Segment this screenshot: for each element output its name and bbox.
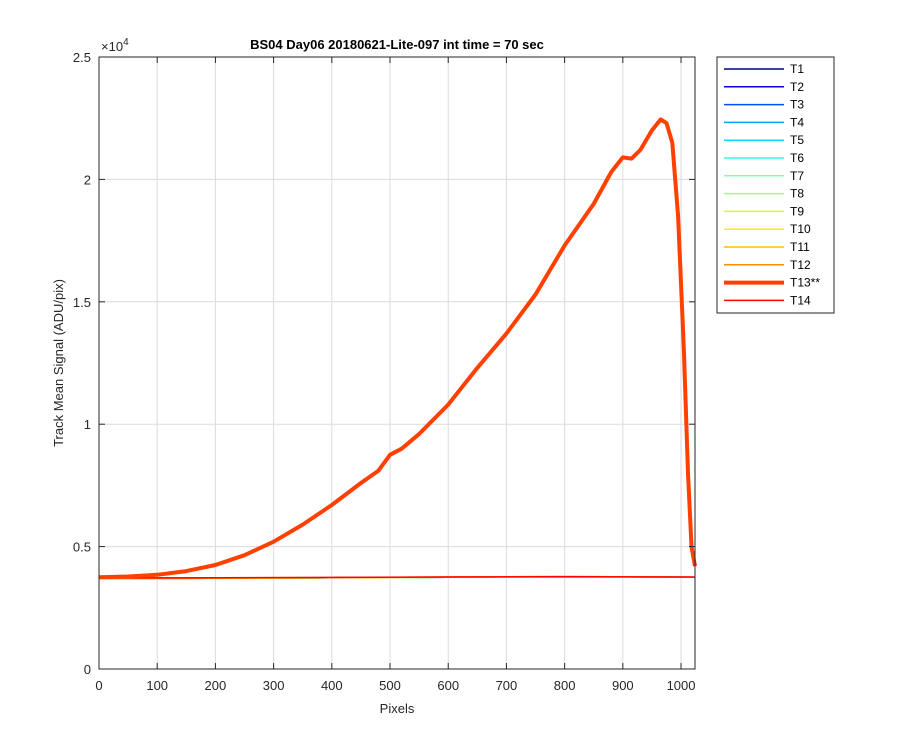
legend-label: T3 [790,98,804,112]
x-tick-label: 100 [146,678,168,693]
y-tick-label: 1 [84,417,91,432]
x-tick-label: 400 [321,678,343,693]
x-tick-label: 800 [554,678,576,693]
y-exponent-label: ×104 [101,37,129,54]
legend-label: T2 [790,80,804,94]
x-tick-label: 600 [437,678,459,693]
series-line-t14 [98,575,696,579]
legend-label: T11 [790,240,810,254]
legend-label: T4 [790,115,804,129]
x-axis-ticks: 0 100 200 300 400 500 600 700 800 900 1000 [95,57,695,693]
chart-title: BS04 Day06 20180621-Lite-097 int time = … [250,37,544,52]
grid-lines [99,57,695,669]
legend: T1 T2 T3 T4 T5 T6 T7 T8 T9 T10 T11 T12 T13** T14 [716,56,835,314]
x-tick-label: 700 [496,678,518,693]
x-tick-label: 1000 [667,678,696,693]
y-tick-label: 1.5 [73,295,91,310]
legend-label: T14 [790,293,811,307]
x-tick-label: 0 [95,678,102,693]
legend-label: T5 [790,133,804,147]
x-axis-title: Pixels [380,701,415,716]
y-axis-title: Track Mean Signal (ADU/pix) [51,279,66,447]
legend-box [716,56,835,314]
y-tick-label: 2.5 [73,50,91,65]
legend-label: T1 [790,62,804,76]
legend-label: T7 [790,169,804,183]
legend-label: T9 [790,204,804,218]
legend-label: T13** [790,276,820,290]
y-exponent-power: 4 [123,37,129,48]
legend-items: T1 T2 T3 T4 T5 T6 T7 T8 T9 T10 T11 T12 T13** T14 [724,62,820,307]
y-tick-label: 0.5 [73,540,91,555]
x-tick-label: 500 [379,678,401,693]
legend-label: T10 [790,222,811,236]
y-axis-ticks: 0 0.5 1 1.5 2 2.5 [73,50,695,677]
series-layer [98,117,697,580]
legend-label: T6 [790,151,804,165]
y-tick-label: 0 [84,662,91,677]
x-tick-label: 200 [205,678,227,693]
legend-label: T8 [790,187,804,201]
plot-frame [98,56,696,670]
series-line-t13 [98,117,697,580]
x-tick-label: 300 [263,678,285,693]
legend-label: T12 [790,258,811,272]
y-tick-label: 2 [84,172,91,187]
x-tick-label: 900 [612,678,634,693]
